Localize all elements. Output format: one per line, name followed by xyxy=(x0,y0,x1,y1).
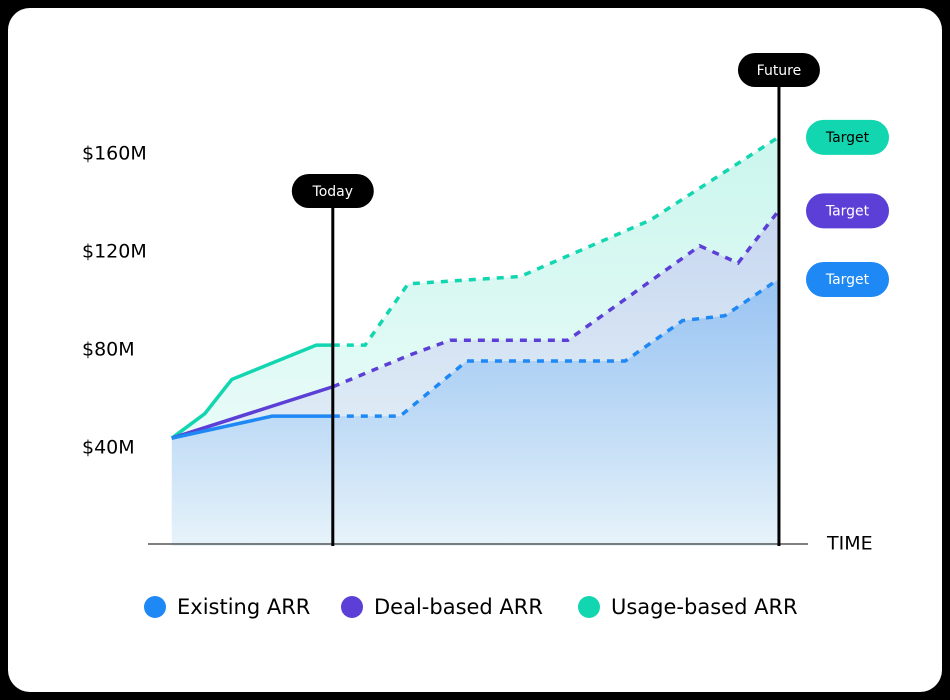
series-line xyxy=(332,209,781,389)
target-label: Target xyxy=(825,130,870,146)
y-tick-label: $120M xyxy=(82,241,147,263)
marker-pill xyxy=(737,53,820,87)
series-area xyxy=(171,278,779,546)
target-label: Target xyxy=(825,272,870,288)
series-line xyxy=(170,343,333,440)
target-pill xyxy=(806,119,889,155)
series-line xyxy=(171,385,334,440)
legend-label: Usage-based ARR xyxy=(611,595,798,619)
legend-swatch xyxy=(144,596,166,618)
legend-swatch xyxy=(578,596,600,618)
marker-label: Future xyxy=(757,63,802,79)
target-pill xyxy=(806,193,889,229)
marker-pill xyxy=(291,174,374,208)
target-label: Target xyxy=(825,203,870,219)
series-line xyxy=(332,277,780,418)
series-line xyxy=(171,414,333,440)
y-tick-label: $80M xyxy=(82,339,135,361)
x-axis-label: TIME xyxy=(826,533,873,555)
legend-swatch xyxy=(341,596,363,618)
y-tick-label: $40M xyxy=(82,437,135,459)
legend-label: Existing ARR xyxy=(177,595,310,619)
y-tick-label: $160M xyxy=(82,143,147,165)
target-pill xyxy=(806,261,889,297)
marker-label: Today xyxy=(312,184,354,200)
legend-label: Deal-based ARR xyxy=(374,595,543,619)
